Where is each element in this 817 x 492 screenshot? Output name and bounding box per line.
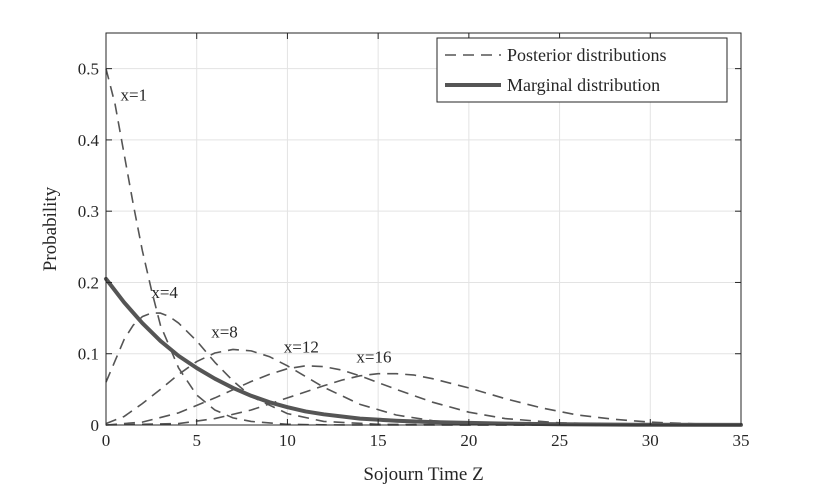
y-tick-label: 0 [91,416,100,435]
x-axis-label: Sojourn Time Z [363,464,483,485]
legend-label-posterior: Posterior distributions [507,45,667,65]
series-marginal [104,276,743,427]
plot-frame [105,32,742,426]
y-axis-label: Probability [40,186,61,271]
x-tick-label: 20 [460,431,477,450]
ticks: 0 5 10 15 20 25 30 35 0 0.1 0.2 0.3 0.4 0.5 [78,33,750,450]
series-posterior-1 [105,312,741,426]
curve-annotation: x=4 [151,283,178,302]
annotations: x=1 x=4 x=8 x=12 x=16 [121,86,392,367]
x-tick-label: 35 [733,431,750,450]
curve-annotation: x=8 [211,322,238,341]
x-tick-label: 5 [192,431,201,450]
y-tick-label: 0.5 [78,60,99,79]
y-tick-label: 0.2 [78,273,99,292]
curve-annotation: x=1 [121,86,148,105]
curve-annotation: x=16 [356,347,391,366]
legend-box [436,37,728,103]
series-posterior-4 [105,372,742,426]
x-tick-label: 0 [102,431,111,450]
curve-annotation: x=12 [284,337,319,356]
y-tick-label: 0.3 [78,202,99,221]
x-tick-label: 25 [551,431,568,450]
x-tick-label: 10 [279,431,296,450]
legend-label-marginal: Marginal distribution [507,75,660,95]
x-tick-label: 15 [370,431,387,450]
y-tick-label: 0.4 [78,131,100,150]
series-posterior-3 [105,365,741,426]
legend: Posterior distributions Marginal distrib… [436,37,728,103]
y-tick-label: 0.1 [78,345,99,364]
x-tick-label: 30 [642,431,659,450]
